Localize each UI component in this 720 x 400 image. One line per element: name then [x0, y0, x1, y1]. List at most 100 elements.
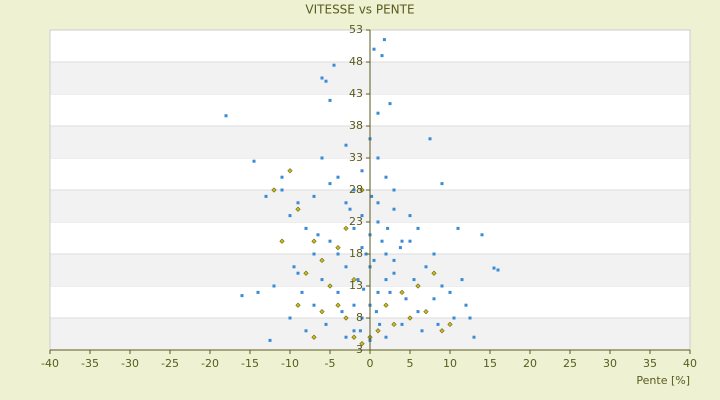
point — [359, 187, 365, 193]
point — [447, 321, 453, 328]
y-tick-label: 8 — [356, 311, 363, 324]
point — [344, 335, 348, 339]
x-axis-label: Pente [%] — [636, 374, 690, 387]
point — [432, 297, 436, 301]
point — [351, 276, 357, 283]
point — [400, 322, 404, 326]
point — [328, 98, 332, 102]
x-tick-label: 15 — [483, 357, 497, 370]
point — [358, 329, 362, 333]
point — [312, 303, 316, 307]
x-tick-label: -25 — [161, 357, 179, 370]
point — [303, 270, 309, 276]
x-tick-label: 0 — [367, 357, 374, 370]
point — [296, 201, 300, 205]
point — [384, 175, 388, 179]
point — [372, 258, 376, 262]
point — [328, 239, 332, 243]
point — [360, 169, 364, 173]
point — [456, 226, 460, 230]
point — [344, 143, 348, 147]
point — [376, 201, 380, 205]
point — [439, 328, 445, 334]
point — [492, 266, 496, 270]
points — [224, 38, 500, 347]
point — [384, 278, 388, 282]
x-tick-label: 40 — [683, 357, 697, 370]
y-tick-label: 23 — [349, 215, 363, 228]
point — [392, 207, 396, 211]
point — [304, 226, 308, 230]
point — [332, 63, 336, 67]
x-tick-label: 30 — [603, 357, 617, 370]
point — [415, 283, 421, 289]
point — [360, 316, 364, 320]
point — [428, 137, 432, 141]
point — [376, 156, 380, 160]
point — [408, 239, 412, 243]
point — [352, 329, 356, 333]
point — [319, 257, 325, 264]
point — [448, 290, 452, 294]
point — [388, 290, 392, 294]
point — [327, 283, 333, 289]
point — [436, 322, 440, 326]
x-tick-label: -10 — [281, 357, 299, 370]
point — [356, 278, 360, 282]
point — [280, 188, 284, 192]
point — [336, 175, 340, 179]
point — [240, 294, 244, 298]
point — [300, 290, 304, 294]
point — [399, 289, 405, 296]
x-tick-label: -5 — [325, 357, 336, 370]
point — [452, 316, 456, 320]
x-tick-label: -20 — [201, 357, 219, 370]
point — [279, 238, 285, 244]
point — [271, 187, 277, 193]
point — [392, 271, 396, 275]
point — [295, 206, 301, 212]
y-tick-label: 53 — [349, 23, 363, 36]
point — [391, 321, 397, 328]
y-tick-label: 33 — [349, 151, 363, 164]
point — [423, 308, 429, 315]
point — [312, 252, 316, 256]
point — [392, 188, 396, 192]
y-tick-label: 48 — [349, 55, 363, 68]
point — [280, 175, 284, 179]
point — [268, 338, 272, 342]
point — [324, 79, 328, 83]
point — [320, 156, 324, 160]
point — [480, 233, 484, 237]
point — [360, 246, 364, 250]
point — [404, 297, 408, 301]
point — [287, 168, 293, 174]
point — [472, 335, 476, 339]
point — [440, 182, 444, 186]
point — [288, 214, 292, 218]
point — [360, 214, 364, 218]
x-tick-label: 10 — [443, 357, 457, 370]
point — [460, 278, 464, 282]
point — [352, 226, 356, 230]
point — [252, 159, 256, 163]
point — [408, 214, 412, 218]
point — [374, 310, 378, 314]
point — [311, 334, 317, 340]
point — [288, 316, 292, 320]
point — [372, 47, 376, 51]
point — [376, 220, 380, 224]
point — [272, 284, 276, 288]
y-tick-label: 13 — [349, 279, 363, 292]
point — [383, 302, 389, 308]
point — [352, 303, 356, 307]
point — [336, 252, 340, 256]
y-tick-label: 38 — [349, 119, 363, 132]
point — [376, 111, 380, 115]
point — [344, 201, 348, 205]
point — [431, 270, 437, 276]
chart-title: VITESSE vs PENTE — [305, 3, 414, 17]
y-tick-label: 28 — [349, 183, 363, 196]
point — [398, 246, 402, 250]
x-tick-label: -40 — [41, 357, 59, 370]
